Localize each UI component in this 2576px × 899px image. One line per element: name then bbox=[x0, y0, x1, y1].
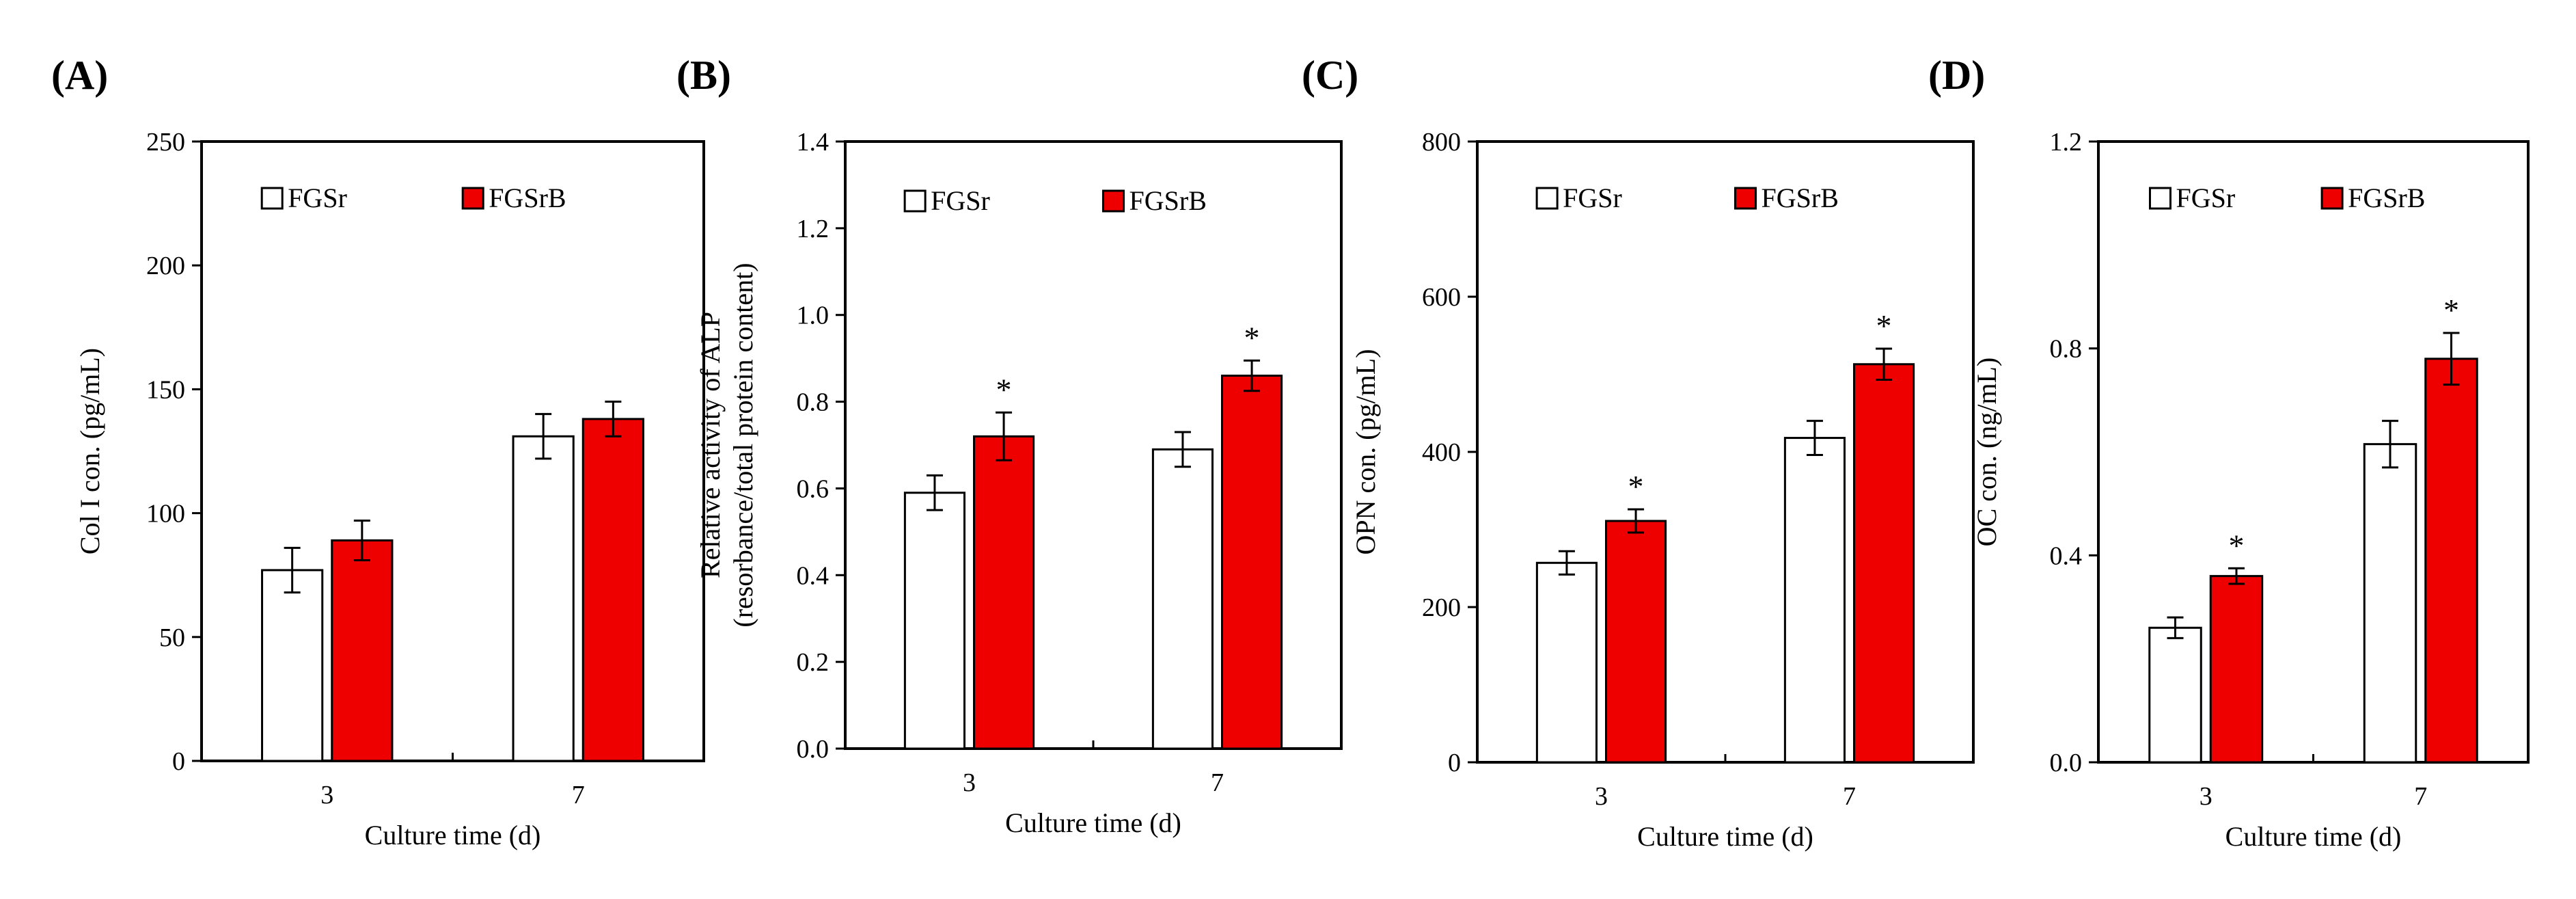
y-tick-label: 50 bbox=[159, 623, 185, 652]
bar-fgsr-day-3 bbox=[1535, 561, 1598, 764]
y-tick-label: 0 bbox=[172, 747, 185, 776]
y-tick-label: 0.6 bbox=[797, 474, 830, 503]
x-axis-title: Culture time (d) bbox=[1005, 807, 1181, 838]
bar-fgsrb-day-7 bbox=[2424, 358, 2478, 764]
legend-swatch-fgsrb bbox=[1734, 187, 1757, 210]
panel-label: (A) bbox=[51, 53, 108, 98]
x-tick-label: 3 bbox=[963, 768, 976, 797]
y-axis-title: Relative activity of ALP bbox=[695, 312, 726, 578]
legend-swatch-fgsrb bbox=[2320, 187, 2344, 210]
legend-swatch-fgsr bbox=[2148, 187, 2171, 210]
significance-star: * bbox=[996, 372, 1012, 407]
bar-fgsrb-day-3 bbox=[2209, 575, 2264, 764]
y-tick-label: 0.8 bbox=[797, 388, 830, 417]
panel-d: (D) 0.0 0.4 0.8 1.2 OC con. (ng/mL) * 3 * 7 Cultur… bbox=[1928, 53, 2530, 852]
panel-c: (C) 0 200 400 600 800 OPN con. (pg/mL) * 3 * 7 Cult… bbox=[1302, 53, 1975, 852]
bar-fgsr-day-7 bbox=[2363, 443, 2417, 764]
y-tick-label: 1.2 bbox=[797, 215, 830, 243]
bar-fgsr-day-3 bbox=[2148, 626, 2202, 764]
legend-label-fgsr: FGSr bbox=[2176, 183, 2235, 213]
y-tick-label: 0.4 bbox=[797, 561, 830, 590]
y-tick-label: 1.2 bbox=[2050, 128, 2083, 157]
significance-star: * bbox=[1876, 308, 1892, 343]
y-tick-label: 200 bbox=[146, 252, 185, 280]
y-tick-label: 0.8 bbox=[2050, 335, 2083, 364]
significance-star: * bbox=[2443, 293, 2459, 327]
x-axis-title: Culture time (d) bbox=[1637, 821, 1813, 852]
legend-swatch-fgsr bbox=[903, 189, 927, 213]
legend-label-fgsrb: FGSrB bbox=[489, 183, 566, 213]
legend-label-fgsrb: FGSrB bbox=[1762, 183, 1839, 213]
bar-fgsr-day-7 bbox=[512, 435, 575, 762]
bar-fgsr-day-3 bbox=[261, 569, 324, 762]
x-tick-label: 7 bbox=[1843, 782, 1856, 811]
x-tick-label: 7 bbox=[1211, 768, 1224, 797]
legend-swatch-fgsrb bbox=[1102, 189, 1125, 213]
bar-fgsrb-day-3 bbox=[331, 539, 394, 762]
panel-b: (B) 0.0 0.2 0.4 0.6 0.8 1.0 1.2 1.4 Relative acti… bbox=[676, 53, 1343, 838]
bar-fgsrb-day-7 bbox=[1221, 375, 1283, 750]
significance-star: * bbox=[2228, 528, 2244, 563]
y-axis-title: Col I con. (pg/mL) bbox=[74, 348, 105, 554]
x-tick-label: 3 bbox=[320, 781, 333, 809]
panel-label: (B) bbox=[676, 53, 731, 98]
legend-label-fgsr: FGSr bbox=[931, 185, 990, 216]
x-tick-label: 7 bbox=[572, 781, 585, 809]
bar-fgsr-day-3 bbox=[903, 492, 966, 750]
bar-fgsr-day-7 bbox=[1151, 448, 1214, 750]
y-tick-label: 0.0 bbox=[2050, 749, 2083, 777]
x-axis-title: Culture time (d) bbox=[365, 820, 541, 850]
y-tick-label: 600 bbox=[1422, 283, 1461, 312]
y-tick-label: 0.0 bbox=[797, 735, 830, 764]
bar-fgsrb-day-7 bbox=[581, 418, 644, 762]
y-axis-title: (resorbance/total protein content) bbox=[728, 263, 758, 627]
panel-label: (C) bbox=[1302, 53, 1358, 98]
y-tick-label: 0.2 bbox=[797, 648, 830, 677]
y-tick-label: 1.0 bbox=[797, 301, 830, 330]
legend-label-fgsr: FGSr bbox=[288, 183, 347, 213]
bar-fgsrb-day-3 bbox=[1605, 520, 1667, 764]
legend-label-fgsr: FGSr bbox=[1563, 183, 1622, 213]
y-tick-label: 150 bbox=[146, 375, 185, 404]
y-tick-label: 800 bbox=[1422, 128, 1461, 157]
x-tick-label: 3 bbox=[1595, 782, 1608, 811]
legend-swatch-fgsr bbox=[1535, 187, 1559, 210]
y-tick-label: 400 bbox=[1422, 438, 1461, 467]
bar-fgsrb-day-7 bbox=[1853, 363, 1915, 764]
legend-swatch-fgsr bbox=[260, 187, 284, 210]
legend-swatch-fgsrb bbox=[461, 187, 484, 210]
legend-label-fgsrb: FGSrB bbox=[2348, 183, 2425, 213]
significance-star: * bbox=[1628, 469, 1644, 504]
y-tick-label: 1.4 bbox=[797, 128, 830, 157]
y-tick-label: 200 bbox=[1422, 593, 1461, 622]
x-tick-label: 3 bbox=[2200, 782, 2212, 811]
y-axis-title: OC con. (ng/mL) bbox=[1971, 358, 2002, 547]
x-axis-title: Culture time (d) bbox=[2225, 821, 2402, 852]
y-tick-label: 250 bbox=[146, 128, 185, 157]
y-tick-label: 100 bbox=[146, 500, 185, 528]
panel-label: (D) bbox=[1928, 53, 1985, 98]
y-tick-label: 0 bbox=[1448, 749, 1461, 777]
bar-fgsr-day-7 bbox=[1783, 437, 1846, 764]
panel-a: (A) 0 50 100 150 200 250 Col I con. (pg/mL) 3 7 Cu… bbox=[51, 53, 705, 850]
y-tick-label: 0.4 bbox=[2050, 541, 2083, 570]
legend-label-fgsrb: FGSrB bbox=[1129, 185, 1207, 216]
x-tick-label: 7 bbox=[2414, 782, 2427, 811]
y-axis-title: OPN con. (pg/mL) bbox=[1350, 349, 1381, 554]
significance-star: * bbox=[1244, 320, 1260, 355]
bar-fgsrb-day-3 bbox=[973, 435, 1035, 750]
